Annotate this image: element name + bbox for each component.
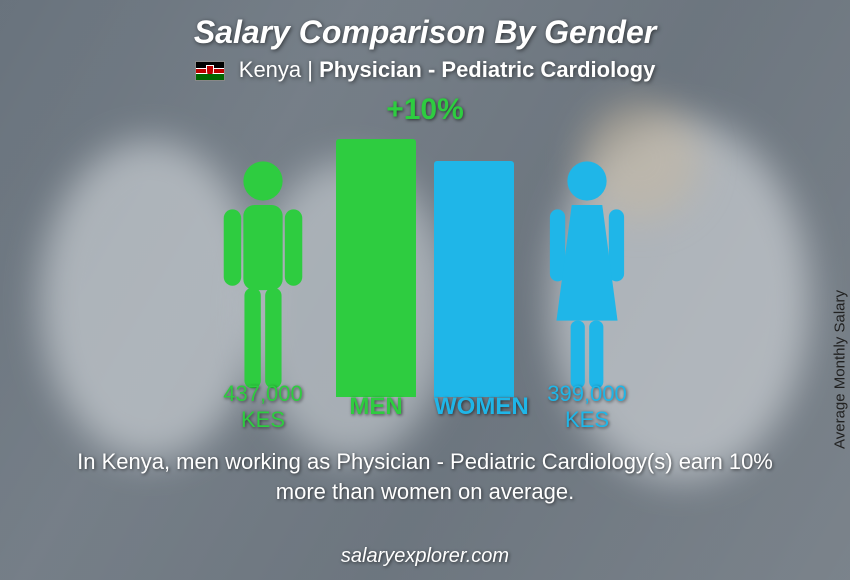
job-label: Physician - Pediatric Cardiology <box>319 57 655 82</box>
pct-diff-label: +10% <box>386 93 464 127</box>
separator: | <box>307 57 313 82</box>
woman-icon <box>532 157 642 397</box>
subtitle: Kenya | Physician - Pediatric Cardiology <box>0 57 850 83</box>
comparison-chart: +10% <box>0 93 850 433</box>
page-title: Salary Comparison By Gender <box>0 14 850 51</box>
header: Salary Comparison By Gender Kenya | Phys… <box>0 0 850 83</box>
country-label: Kenya <box>239 57 301 82</box>
chart-row <box>0 139 850 397</box>
labels-row: 437,000 KES MEN WOMEN 399,000 KES <box>0 381 850 433</box>
caption: In Kenya, men working as Physician - Ped… <box>0 447 850 506</box>
kenya-flag-icon <box>195 61 225 81</box>
men-label: MEN <box>336 393 416 421</box>
women-label: WOMEN <box>434 393 514 421</box>
men-bar <box>336 139 416 397</box>
women-salary: 399,000 KES <box>532 381 642 433</box>
source-link[interactable]: salaryexplorer.com <box>0 545 850 568</box>
side-axis-label: Average Monthly Salary <box>832 290 849 449</box>
man-icon <box>208 157 318 397</box>
women-bar <box>434 161 514 397</box>
men-salary: 437,000 KES <box>208 381 318 433</box>
